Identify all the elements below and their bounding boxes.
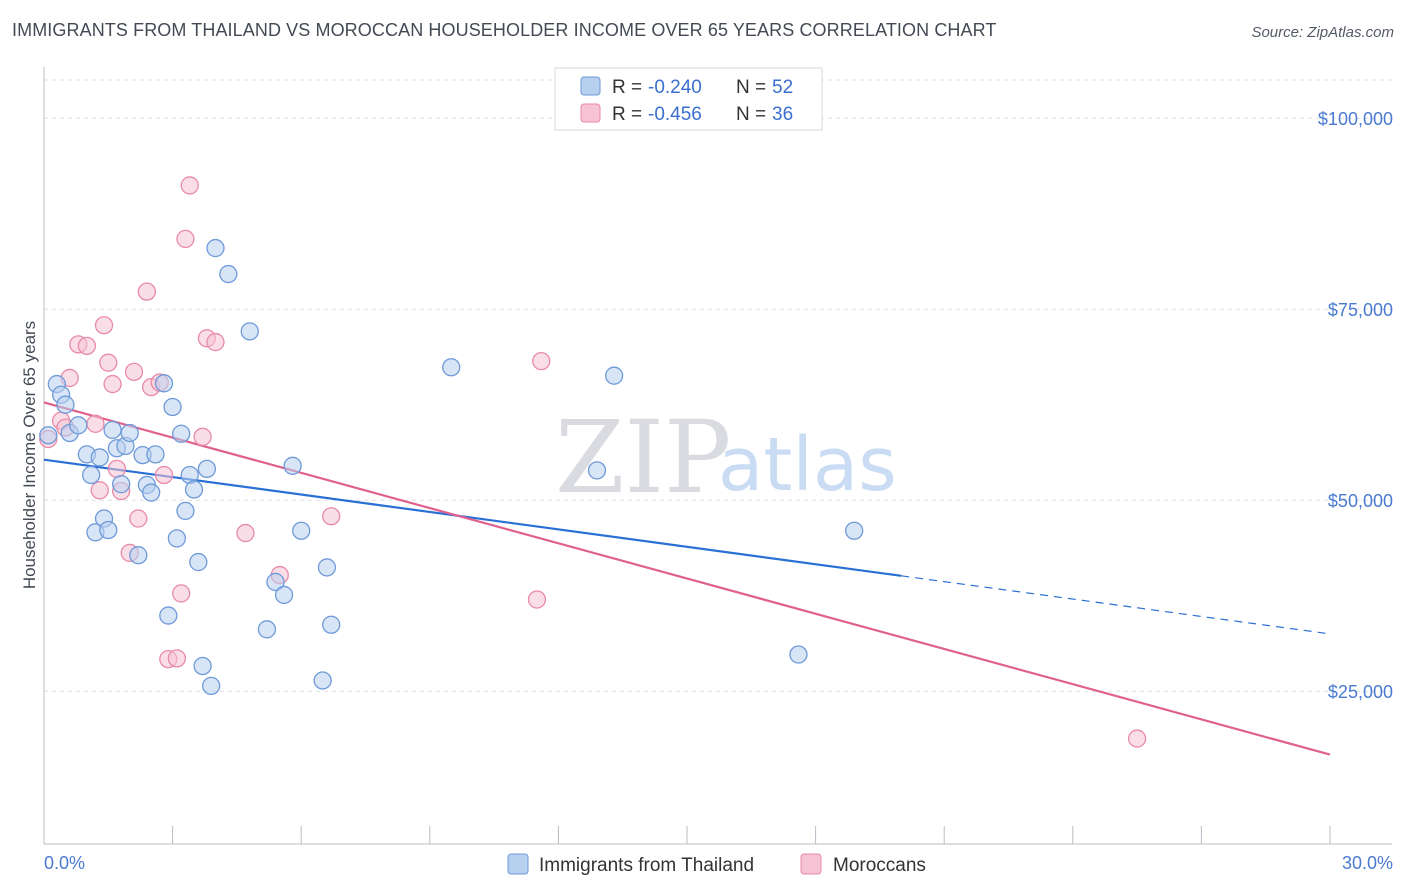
thailand-point-29: [184, 480, 204, 499]
moroccans-point-27: [206, 332, 225, 352]
thailand-point-32: [197, 459, 217, 479]
moroccans-point-32: [532, 352, 551, 371]
moroccans-point-33: [1127, 729, 1147, 748]
thailand-point-9: [90, 448, 109, 467]
thailand-point-40: [283, 456, 302, 475]
bottom-legend-label-moroccans: Moroccans: [833, 855, 926, 876]
thailand-point-23: [159, 606, 178, 625]
legend-r-value-2: -0.456: [648, 104, 702, 125]
moroccans-point-14: [124, 362, 144, 381]
legend-n-value-2: 36: [772, 104, 793, 125]
x-tick-label-max: 30.0%: [1342, 853, 1393, 873]
thailand-point-42: [313, 671, 332, 690]
thailand-point-0: [39, 426, 58, 445]
thailand-point-14: [112, 475, 131, 494]
thailand-point-22: [154, 374, 174, 393]
source-credit: Source: ZipAtlas.com: [1251, 24, 1394, 41]
moroccans-trendline: [43, 401, 1331, 756]
legend-n-label-2: N =: [736, 104, 766, 125]
moroccans-point-5: [77, 336, 97, 356]
thailand-point-39: [274, 585, 294, 605]
y-axis-title: Householder Income Over 65 years: [20, 321, 39, 589]
chart-title: IMMIGRANTS FROM THAILAND VS MOROCCAN HOU…: [12, 20, 997, 40]
thailand-point-26: [172, 424, 191, 443]
y-tick-label-0: $25,000: [1328, 682, 1393, 702]
thailand-point-33: [202, 676, 221, 696]
legend-r-value-1: -0.240: [648, 77, 702, 98]
thailand-point-45: [442, 358, 461, 377]
thailand-point-48: [789, 645, 808, 664]
moroccans-point-23: [176, 229, 195, 249]
moroccans-point-10: [103, 374, 122, 394]
thailand-point-11: [99, 520, 118, 540]
bottom-legend-swatch-thailand: [507, 853, 529, 875]
thailand-point-49: [845, 521, 864, 540]
y-tick-labels: $25,000 $50,000 $75,000 $100,000: [1318, 109, 1393, 702]
thailand-point-24: [163, 397, 182, 417]
legend-swatch-pink: [580, 103, 601, 123]
y-tick-label-3: $100,000: [1318, 109, 1393, 129]
thailand-point-46: [587, 461, 607, 480]
legend-r-label-1: R =: [612, 77, 642, 98]
thailand-trendline-extension: [901, 575, 1331, 635]
thailand-point-43: [317, 558, 337, 577]
thailand-point-37: [257, 620, 277, 639]
thailand-points: [39, 238, 864, 696]
thailand-point-31: [193, 656, 212, 676]
thailand-point-36: [240, 322, 259, 341]
moroccans-point-22: [172, 584, 191, 603]
watermark-atlas: atlas: [718, 422, 897, 508]
thailand-point-16: [120, 423, 139, 443]
thailand-point-34: [206, 238, 225, 258]
moroccans-point-7: [90, 481, 109, 500]
thailand-point-35: [219, 264, 238, 284]
moroccans-point-8: [94, 316, 114, 335]
moroccans-point-28: [236, 523, 255, 543]
moroccans-point-6: [86, 414, 105, 433]
thailand-point-21: [146, 445, 165, 464]
bottom-legend: Immigrants from Thailand Moroccans: [507, 853, 926, 876]
moroccans-point-24: [180, 176, 199, 195]
moroccans-point-25: [193, 427, 212, 446]
moroccans-point-9: [99, 353, 118, 372]
moroccans-point-16: [137, 282, 157, 301]
thailand-point-5: [69, 416, 88, 435]
legend-n-label-1: N =: [736, 77, 766, 98]
legend-r-label-2: R =: [612, 104, 642, 125]
y-tick-label-1: $50,000: [1328, 491, 1393, 511]
thailand-point-47: [604, 366, 624, 385]
moroccans-point-30: [322, 507, 341, 526]
moroccans-point-15: [129, 509, 148, 528]
thailand-point-41: [292, 521, 311, 540]
thailand-point-30: [189, 552, 208, 572]
thailand-point-27: [176, 501, 195, 521]
thailand-point-3: [56, 395, 75, 414]
thailand-point-25: [167, 529, 187, 548]
moroccans-point-11: [107, 459, 127, 479]
bottom-legend-swatch-moroccans: [800, 853, 822, 875]
thailand-point-12: [103, 420, 122, 440]
x-tick-label-min: 0.0%: [44, 853, 85, 873]
legend-n-value-1: 52: [772, 77, 793, 98]
thailand-point-38: [266, 572, 285, 592]
grid: [44, 79, 1392, 692]
moroccans-point-31: [527, 590, 547, 609]
thailand-point-17: [129, 546, 148, 565]
watermark: ZIP atlas: [555, 399, 897, 516]
moroccans-point-21: [167, 649, 187, 668]
moroccans-point-19: [154, 465, 174, 485]
legend-box: R = -0.240 N = 52 R = -0.456 N = 36: [554, 67, 823, 131]
thailand-point-7: [82, 465, 101, 485]
axes: [43, 67, 1392, 845]
watermark-zip: ZIP: [555, 399, 731, 516]
x-ticks: [43, 826, 1331, 844]
y-tick-label-2: $75,000: [1328, 300, 1393, 320]
bottom-legend-label-thailand: Immigrants from Thailand: [539, 855, 754, 876]
thailand-point-20: [142, 483, 161, 502]
thailand-point-44: [322, 615, 341, 634]
legend-swatch-blue: [580, 76, 601, 96]
